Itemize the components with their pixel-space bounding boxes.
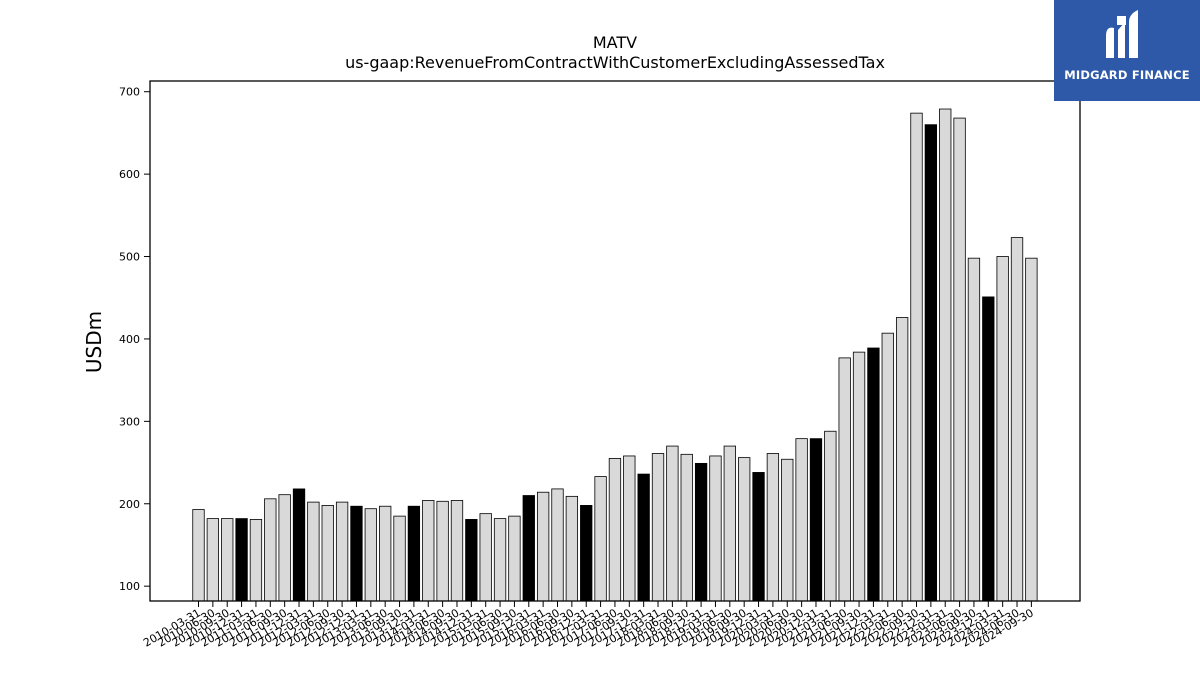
- bar: [723, 445, 736, 602]
- bar: [651, 453, 665, 602]
- bar: [1025, 257, 1038, 602]
- bar: [393, 515, 406, 602]
- bar: [953, 117, 966, 602]
- bar: [580, 505, 593, 602]
- bar: [292, 488, 306, 602]
- bar: [221, 518, 234, 602]
- bar: [738, 457, 751, 602]
- bar: [781, 458, 794, 602]
- bar: [996, 256, 1009, 602]
- bar: [407, 505, 421, 602]
- bar: [508, 515, 521, 602]
- y-axis-label: USDm: [82, 311, 106, 373]
- bar: [1010, 237, 1024, 602]
- y-tick-label: 300: [119, 415, 140, 428]
- bar: [522, 495, 535, 602]
- bar: [824, 430, 837, 602]
- bar: [436, 500, 449, 602]
- bar: [766, 453, 780, 602]
- bar: [795, 438, 808, 602]
- logo-mark-icon: [1106, 10, 1138, 58]
- bar: [450, 500, 464, 602]
- bar: [249, 519, 263, 602]
- y-tick-label: 400: [119, 333, 140, 346]
- bar: [809, 438, 823, 602]
- bar: [982, 296, 995, 602]
- bar: [321, 505, 334, 602]
- bar: [867, 347, 880, 602]
- bar: [623, 455, 636, 602]
- bar: [895, 317, 909, 602]
- bar: [235, 518, 248, 602]
- bar: [465, 519, 478, 602]
- bar: [278, 494, 291, 602]
- y-tick-label: 500: [119, 251, 140, 264]
- bar: [335, 501, 349, 602]
- bar: [594, 476, 607, 602]
- bar: [694, 462, 708, 602]
- bar: [536, 491, 550, 602]
- company-logo: MIDGARD FINANCE: [1054, 0, 1200, 101]
- bar: [881, 332, 894, 602]
- bar: [666, 445, 679, 602]
- bar: [551, 488, 564, 602]
- chart-title: MATV: [593, 33, 637, 52]
- chart-subtitle: us-gaap:RevenueFromContractWithCustomerE…: [345, 53, 885, 72]
- plot-frame: [149, 80, 1081, 602]
- y-axis: 100 200 300 400 500 600 700: [119, 86, 150, 593]
- bar: [307, 501, 320, 602]
- bar: [479, 513, 492, 602]
- bar: [967, 257, 981, 602]
- bar: [422, 500, 435, 602]
- bar: [350, 505, 363, 602]
- logo-text: MIDGARD FINANCE: [1064, 68, 1190, 82]
- bar: [939, 108, 952, 602]
- bar: [838, 357, 851, 602]
- x-axis: 2010-03-312010-06-302010-09-302010-12-31…: [141, 601, 1036, 650]
- bar: [680, 453, 693, 602]
- bar: [206, 518, 220, 602]
- bar: [364, 508, 377, 602]
- bar: [565, 495, 579, 602]
- bar: [709, 455, 722, 602]
- bar: [379, 505, 392, 602]
- bar: [264, 498, 277, 602]
- bar: [852, 351, 866, 602]
- y-tick-label: 100: [119, 580, 140, 593]
- bar: [608, 458, 622, 602]
- y-tick-label: 200: [119, 498, 140, 511]
- bar: [910, 112, 923, 602]
- y-tick-label: 600: [119, 168, 140, 181]
- bar: [493, 518, 507, 602]
- bar: [637, 473, 650, 602]
- bar: [752, 472, 765, 602]
- bar: [192, 509, 205, 602]
- y-tick-label: 700: [119, 86, 140, 99]
- bar-series: [192, 108, 1038, 602]
- bar: [924, 124, 938, 602]
